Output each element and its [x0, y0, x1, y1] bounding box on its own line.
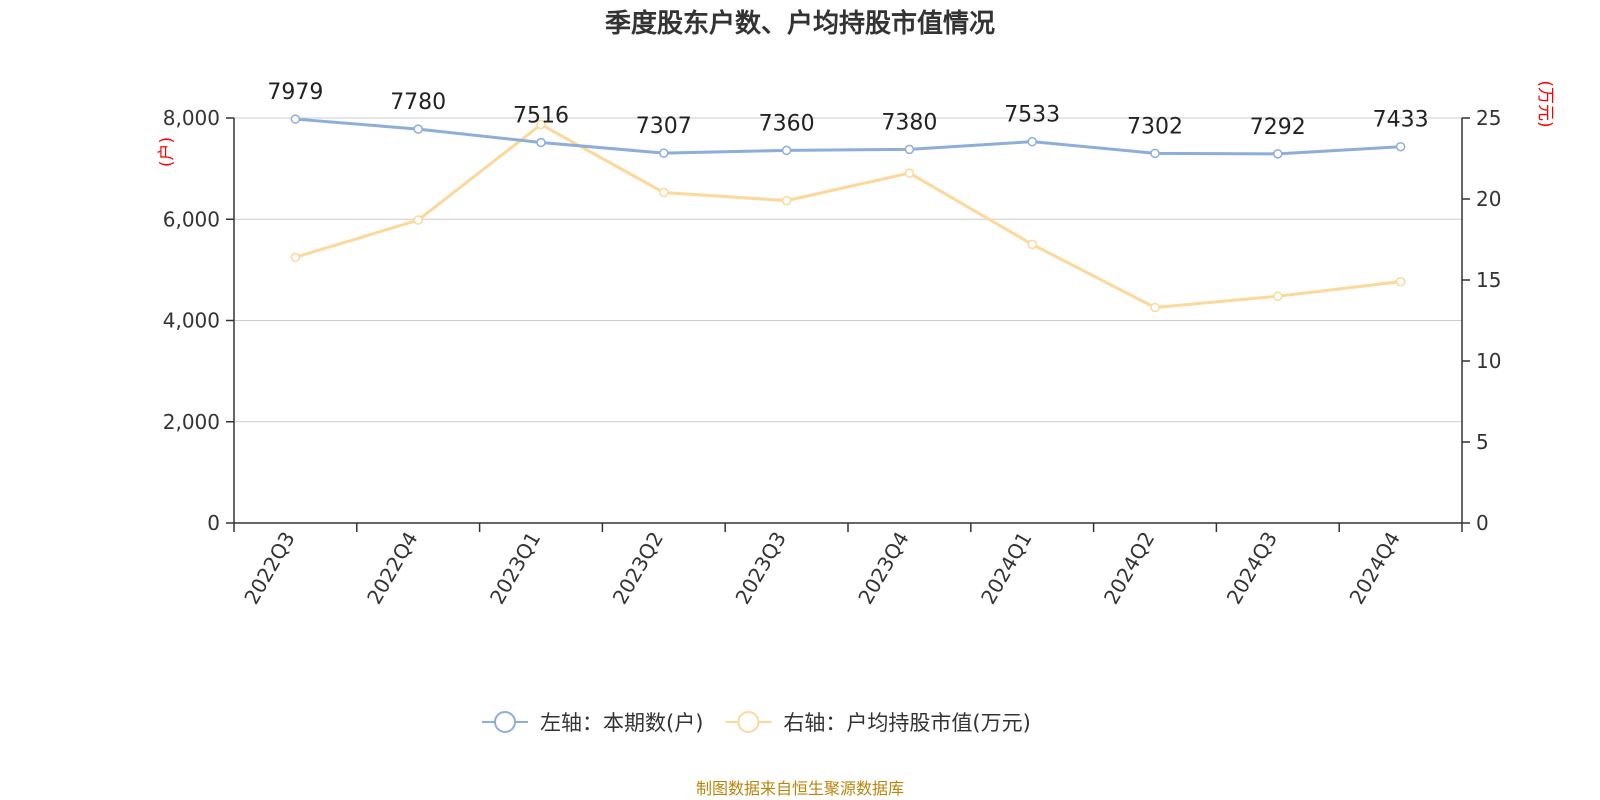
data-point-right[interactable] — [904, 168, 915, 178]
x-tick-label: 2022Q3 — [239, 528, 299, 609]
left-tick-label: 6,000 — [163, 207, 220, 231]
x-tick-label: 2023Q1 — [485, 528, 545, 609]
data-point-right[interactable] — [290, 252, 301, 263]
data-label: 7360 — [759, 111, 815, 136]
x-tick-label: 2024Q2 — [1099, 528, 1159, 609]
data-point-left[interactable] — [290, 114, 301, 124]
data-label: 7780 — [390, 90, 446, 115]
right-tick-label: 0 — [1476, 511, 1489, 535]
left-tick-label: 0 — [207, 511, 220, 535]
x-tick-label: 2023Q2 — [608, 528, 668, 609]
data-point-left[interactable] — [1395, 141, 1406, 152]
data-label: 7302 — [1127, 114, 1183, 139]
series-line-left — [295, 117, 1401, 156]
axes: 0 2,000 4,000 6,000 8,000 0 5 10 15 20 25 2022Q3 202… — [163, 106, 1502, 608]
data-label: 7516 — [513, 104, 569, 129]
data-label: 7533 — [1004, 103, 1060, 128]
data-point-right[interactable] — [1150, 302, 1160, 313]
data-point-left[interactable] — [1027, 136, 1037, 147]
data-label: 7292 — [1250, 115, 1306, 140]
chart-title: 季度股东户数、户均持股市值情况 — [605, 8, 995, 39]
data-label: 7433 — [1373, 108, 1429, 133]
data-point-right[interactable] — [1395, 276, 1406, 287]
series-lines — [290, 114, 1406, 313]
data-point-left[interactable] — [904, 144, 915, 155]
legend-item-left[interactable]: 左轴：本期数(户) — [482, 711, 703, 735]
right-tick-label: 25 — [1476, 106, 1501, 130]
left-tick-label: 4,000 — [163, 309, 220, 333]
left-tick-label: 8,000 — [163, 106, 220, 130]
right-tick-label: 20 — [1476, 187, 1501, 211]
data-point-right[interactable] — [536, 119, 546, 130]
legend-label: 左轴：本期数(户) — [540, 711, 703, 735]
x-tick-label: 2024Q4 — [1344, 528, 1404, 609]
data-point-right[interactable] — [659, 187, 669, 198]
x-tick-label: 2022Q4 — [362, 528, 422, 609]
data-label: 7979 — [267, 80, 323, 105]
legend-marker — [737, 711, 760, 733]
data-labels: 7979 7780 7516 7307 7360 7380 7533 7302 7292 7433 — [267, 80, 1428, 140]
data-point-left[interactable] — [536, 137, 546, 148]
right-axis-unit: (万元) — [1535, 80, 1555, 127]
data-label: 7380 — [881, 110, 937, 135]
data-point-right[interactable] — [1273, 291, 1283, 301]
x-tick-label: 2024Q3 — [1222, 528, 1282, 609]
data-label: 7307 — [636, 114, 692, 139]
data-point-left[interactable] — [659, 148, 669, 158]
right-tick-label: 10 — [1476, 349, 1501, 373]
legend[interactable]: 左轴：本期数(户) 右轴：户均持股市值(万元) — [482, 711, 1031, 735]
x-tick-label: 2024Q1 — [976, 528, 1036, 609]
data-point-left[interactable] — [781, 145, 792, 156]
legend-item-right[interactable]: 右轴：户均持股市值(万元) — [725, 711, 1031, 735]
left-tick-label: 2,000 — [163, 410, 220, 434]
data-point-right[interactable] — [1027, 239, 1037, 250]
source-footer: 制图数据来自恒生聚源数据库 — [696, 779, 904, 798]
data-point-right[interactable] — [413, 215, 423, 225]
legend-label: 右轴：户均持股市值(万元) — [783, 711, 1030, 735]
data-point-left[interactable] — [1150, 148, 1160, 159]
series-line-right — [294, 122, 1401, 310]
legend-marker — [494, 711, 516, 733]
data-point-right[interactable] — [781, 195, 792, 206]
data-point-left[interactable] — [1273, 149, 1283, 159]
grid-lines — [234, 117, 1462, 423]
x-tick-label: 2023Q4 — [853, 528, 913, 609]
right-tick-label: 5 — [1476, 430, 1489, 454]
x-tick-label: 2023Q3 — [730, 528, 790, 609]
right-tick-label: 15 — [1476, 268, 1501, 292]
left-axis-unit: (户) — [157, 137, 177, 167]
data-point-left[interactable] — [413, 124, 423, 134]
